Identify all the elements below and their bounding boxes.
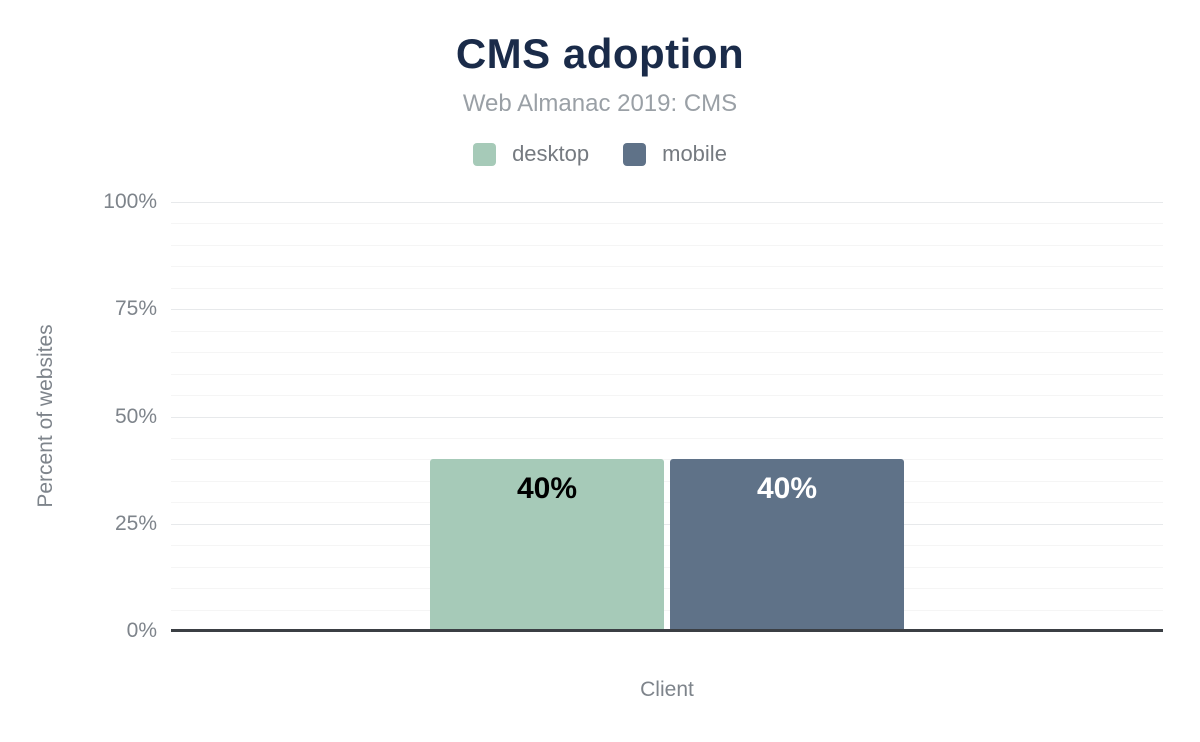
minor-gridline [171, 330, 1163, 332]
minor-gridline [171, 373, 1163, 375]
major-gridline [171, 202, 1163, 203]
major-gridline [171, 416, 1163, 418]
chart-subtitle: Web Almanac 2019: CMS [462, 90, 738, 117]
chart-title: CMS adoption [455, 30, 745, 77]
bar-data-label: 40% [516, 472, 578, 505]
minor-gridline [171, 223, 1163, 225]
plot-area: 40% 40% [171, 202, 1163, 632]
y-tick-label: 75% [114, 297, 157, 321]
y-tick-label: 100% [103, 190, 157, 213]
minor-gridline [171, 287, 1163, 289]
minor-gridline [171, 566, 1163, 568]
minor-gridline [171, 502, 1163, 504]
minor-gridline [171, 545, 1163, 547]
minor-gridline [171, 266, 1163, 268]
legend-label: desktop [512, 141, 590, 166]
y-tick-label: 0% [126, 619, 157, 642]
minor-gridline [171, 395, 1163, 397]
minor-gridline [171, 609, 1163, 611]
legend-item-desktop[interactable]: desktop [473, 141, 589, 167]
major-gridline [171, 309, 1163, 311]
minor-gridline [171, 480, 1163, 482]
bar-data-label: 40% [756, 472, 818, 505]
bar-desktop[interactable]: 40% [430, 459, 664, 631]
chart-legend: desktop mobile [0, 141, 1200, 167]
minor-gridline [171, 588, 1163, 590]
legend-swatch-desktop [473, 142, 497, 166]
minor-gridline [171, 244, 1163, 246]
x-axis-line [171, 629, 1163, 632]
y-tick-label: 25% [114, 511, 157, 535]
x-axis-title: Client [640, 678, 694, 701]
legend-swatch-mobile [623, 142, 647, 166]
legend-label: mobile [662, 141, 727, 166]
minor-gridline [171, 352, 1163, 354]
minor-gridline [171, 459, 1163, 461]
y-tick-label: 50% [114, 404, 157, 428]
bar-mobile[interactable]: 40% [670, 459, 904, 631]
legend-item-mobile[interactable]: mobile [623, 141, 727, 167]
minor-gridline [171, 437, 1163, 439]
major-gridline [171, 523, 1163, 525]
